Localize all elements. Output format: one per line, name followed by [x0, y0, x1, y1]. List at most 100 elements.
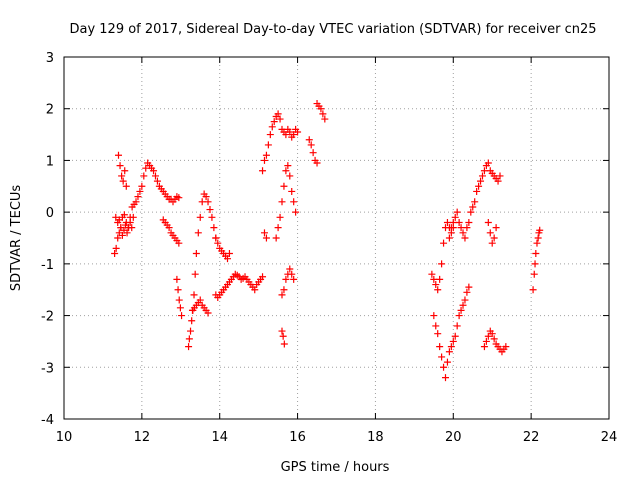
data-point: [264, 141, 272, 149]
data-point: [465, 283, 473, 291]
chart-title: Day 129 of 2017, Sidereal Day-to-day VTE…: [69, 22, 596, 37]
y-tick-label: 1: [46, 154, 54, 169]
data-point: [455, 218, 463, 226]
data-point: [123, 229, 131, 237]
data-point: [440, 363, 448, 371]
data-point: [202, 193, 210, 201]
x-tick-label: 20: [445, 430, 462, 445]
data-point: [212, 234, 220, 242]
series-cn25-g: [188, 296, 212, 317]
plot-frame: [63, 56, 610, 420]
data-point: [286, 265, 294, 273]
data-point: [286, 172, 294, 180]
data-point: [278, 198, 286, 206]
data-point: [138, 182, 146, 190]
data-point: [194, 229, 202, 237]
data-point: [282, 167, 290, 175]
data-point: [274, 110, 282, 118]
series-cn25-n: [305, 136, 321, 167]
data-point: [185, 335, 193, 343]
data-point: [176, 304, 184, 312]
data-point: [321, 115, 329, 123]
data-point: [488, 330, 496, 338]
data-point: [442, 374, 449, 382]
data-point: [480, 167, 488, 175]
data-point: [115, 151, 122, 159]
data-point: [118, 172, 126, 180]
y-tick-label: 0: [46, 206, 54, 221]
data-point: [142, 164, 150, 172]
data-point: [445, 234, 453, 242]
data-point: [204, 309, 212, 317]
data-point: [270, 118, 278, 126]
data-point: [292, 208, 300, 216]
data-point: [436, 343, 444, 351]
data-point: [490, 234, 498, 242]
data-point: [290, 198, 298, 206]
data-point: [210, 224, 218, 232]
data-point: [121, 167, 129, 175]
series-cn25-r: [430, 283, 473, 382]
data-point: [282, 131, 290, 139]
data-point: [451, 213, 459, 221]
series-cn25-k: [272, 162, 300, 242]
y-tick-labels: -4 -3 -2 -1 0 1 2 3: [41, 51, 54, 428]
data-point: [294, 128, 302, 136]
x-tick-label: 14: [211, 430, 228, 445]
data-point: [307, 141, 315, 149]
series-cn25-q: [428, 218, 457, 294]
data-point: [449, 218, 457, 226]
y-tick-label: -3: [41, 361, 54, 376]
x-tick-label: 18: [367, 430, 384, 445]
data-point: [438, 260, 446, 268]
data-point: [120, 211, 128, 219]
data-point: [260, 156, 268, 164]
data-point: [486, 229, 494, 237]
data-point: [319, 110, 327, 118]
data-point: [494, 177, 502, 185]
series-cn25-s: [445, 159, 504, 242]
data-points: [111, 100, 544, 382]
data-point: [198, 198, 206, 206]
data-point: [114, 234, 122, 242]
data-point: [259, 273, 267, 281]
data-point: [532, 250, 540, 258]
series-cn25-e: [173, 275, 186, 320]
data-point: [463, 224, 471, 232]
data-point: [484, 159, 492, 167]
data-point: [118, 231, 126, 239]
grid-lines: [64, 57, 609, 419]
data-point: [278, 327, 286, 335]
data-point: [187, 327, 195, 335]
data-point: [284, 162, 292, 170]
data-point: [443, 358, 451, 366]
series-cn25-l: [278, 265, 298, 299]
y-tick-label: -1: [41, 258, 54, 273]
y-tick-label: 3: [46, 51, 54, 66]
y-tick-label: 2: [46, 103, 54, 118]
data-point: [484, 332, 492, 340]
data-point: [288, 187, 296, 195]
data-point: [529, 286, 537, 294]
data-point: [447, 343, 455, 351]
data-point: [432, 281, 440, 289]
data-point: [533, 239, 541, 247]
data-point: [178, 312, 186, 320]
data-point: [282, 275, 290, 283]
data-point: [174, 286, 182, 294]
data-point: [492, 224, 500, 232]
series-cn25-m: [278, 327, 288, 348]
data-point: [150, 167, 158, 175]
data-point: [251, 286, 259, 294]
data-point: [280, 182, 288, 190]
data-point: [151, 172, 159, 180]
data-point: [290, 275, 298, 283]
data-point: [428, 270, 436, 278]
data-point: [459, 301, 467, 309]
data-point: [467, 208, 475, 216]
data-point: [116, 162, 124, 170]
y-tick-label: -4: [41, 413, 54, 428]
data-point: [136, 187, 144, 195]
